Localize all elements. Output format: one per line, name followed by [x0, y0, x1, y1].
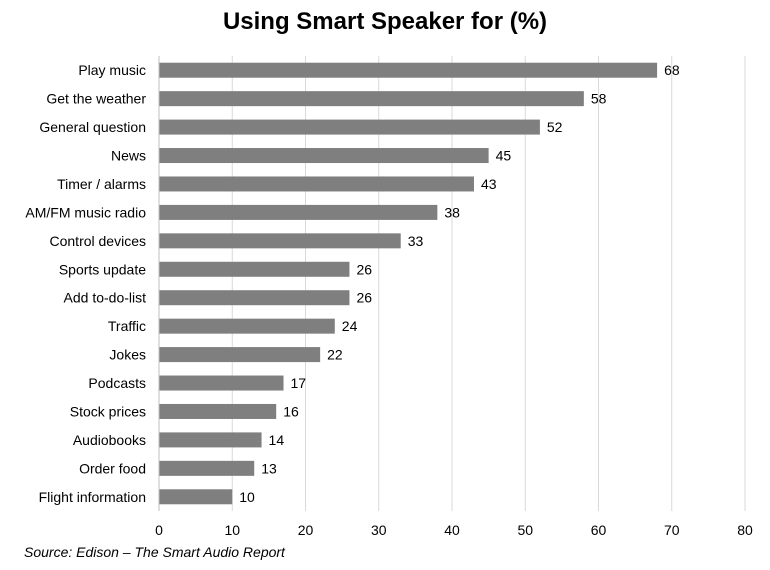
chart-title: Using Smart Speaker for (%): [222, 8, 548, 35]
category-labels: Play music Get the weather General questio…: [25, 62, 146, 505]
category-label: Add to-do-list: [64, 290, 147, 306]
x-tick-label: 0: [155, 522, 163, 538]
data-label: 45: [496, 148, 512, 164]
data-label: 13: [261, 460, 277, 476]
data-label: 24: [342, 318, 358, 334]
bar: [159, 290, 350, 306]
data-label: 17: [291, 375, 307, 391]
category-label: Podcasts: [88, 375, 146, 391]
category-label: Stock prices: [70, 403, 146, 419]
category-label: Jokes: [109, 347, 146, 363]
category-label: Order food: [79, 460, 146, 476]
x-axis: 0 10 20 30 40 50 60 70 80: [155, 56, 753, 538]
bar: [159, 176, 474, 192]
data-label: 16: [283, 403, 299, 419]
bar: [159, 375, 284, 391]
x-tick-label: 70: [664, 522, 680, 538]
category-label: AM/FM music radio: [25, 204, 146, 220]
data-label: 26: [356, 261, 372, 277]
data-label: 14: [269, 432, 285, 448]
bar: [159, 347, 321, 363]
category-label: Play music: [78, 62, 146, 78]
category-label: Audiobooks: [73, 432, 146, 448]
category-label: Sports update: [59, 261, 146, 277]
category-label: General question: [39, 119, 146, 135]
bar: [159, 204, 438, 220]
x-tick-label: 10: [224, 522, 240, 538]
data-label: 58: [591, 91, 607, 107]
bar: [159, 91, 584, 107]
bar: [159, 403, 277, 419]
category-label: Timer / alarms: [57, 176, 146, 192]
category-label: Control devices: [50, 233, 147, 249]
bar: [159, 148, 489, 164]
bars: 68 58 52 45 43 38 33 26 26 24 22 17 16 14 13 10: [159, 62, 680, 505]
category-label: News: [111, 148, 146, 164]
bar: [159, 489, 233, 505]
bar: [159, 233, 401, 249]
bar: [159, 460, 255, 476]
data-label: 33: [408, 233, 424, 249]
data-label: 43: [481, 176, 497, 192]
data-label: 52: [547, 119, 563, 135]
data-label: 38: [444, 204, 460, 220]
data-label: 68: [664, 62, 680, 78]
x-tick-label: 80: [737, 522, 753, 538]
bar: [159, 432, 262, 448]
category-label: Get the weather: [46, 91, 146, 107]
x-tick-label: 20: [298, 522, 314, 538]
x-tick-label: 60: [591, 522, 607, 538]
bar: [159, 261, 350, 277]
bar: [159, 62, 658, 78]
data-label: 26: [356, 290, 372, 306]
category-label: Traffic: [108, 318, 146, 334]
category-label: Flight information: [39, 489, 146, 505]
x-tick-label: 40: [444, 522, 460, 538]
data-label: 10: [239, 489, 255, 505]
x-tick-label: 50: [517, 522, 533, 538]
x-tick-label: 30: [371, 522, 387, 538]
bar: [159, 119, 540, 135]
chart-source: Source: Edison – The Smart Audio Report: [24, 544, 285, 560]
bar: [159, 318, 335, 334]
data-label: 22: [327, 347, 343, 363]
